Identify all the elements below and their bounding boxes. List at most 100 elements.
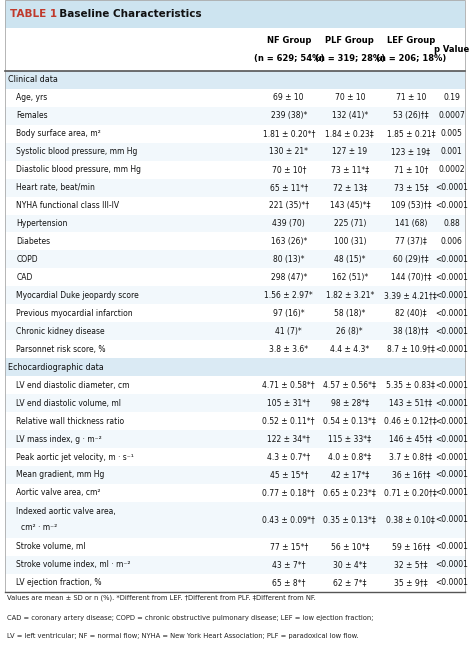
Text: 146 ± 45†‡: 146 ± 45†‡ [389,434,432,443]
Text: Hypertension: Hypertension [17,219,68,228]
Text: 5.35 ± 0.83‡: 5.35 ± 0.83‡ [386,380,435,390]
FancyBboxPatch shape [5,161,465,178]
Text: 298 (47)*: 298 (47)* [271,273,307,282]
FancyBboxPatch shape [5,125,465,143]
Text: NYHA functional class III-IV: NYHA functional class III-IV [17,201,119,210]
Text: 0.65 ± 0.23*‡: 0.65 ± 0.23*‡ [323,489,376,497]
FancyBboxPatch shape [5,0,465,28]
Text: 143 (45)*‡: 143 (45)*‡ [329,201,370,210]
Text: <0.0001: <0.0001 [435,543,468,551]
Text: 36 ± 16†‡: 36 ± 16†‡ [392,470,430,480]
Text: <0.0001: <0.0001 [435,309,468,318]
Text: 0.54 ± 0.13*‡: 0.54 ± 0.13*‡ [323,417,376,426]
Text: 26 (8)*: 26 (8)* [337,327,363,336]
Text: 97 (16)*: 97 (16)* [273,309,304,318]
Text: <0.0001: <0.0001 [435,399,468,407]
Text: 1.84 ± 0.23‡: 1.84 ± 0.23‡ [326,129,374,138]
Text: Heart rate, beat/min: Heart rate, beat/min [17,183,95,192]
Text: <0.0001: <0.0001 [435,183,468,192]
Text: 71 ± 10: 71 ± 10 [396,93,426,102]
Text: <0.0001: <0.0001 [435,470,468,480]
Text: 0.38 ± 0.10‡: 0.38 ± 0.10‡ [386,516,435,524]
Text: Diabetes: Diabetes [17,237,51,246]
Text: 123 ± 19‡: 123 ± 19‡ [391,147,430,156]
Text: 4.0 ± 0.8*‡: 4.0 ± 0.8*‡ [328,453,371,462]
Text: 0.52 ± 0.11*†: 0.52 ± 0.11*† [263,417,315,426]
Text: 48 (15)*: 48 (15)* [334,255,365,264]
Text: Peak aortic jet velocity, m · s⁻¹: Peak aortic jet velocity, m · s⁻¹ [17,453,134,462]
Text: 77 ± 15*†: 77 ± 15*† [270,543,308,551]
Text: 225 (71): 225 (71) [334,219,366,228]
Text: Diastolic blood pressure, mm Hg: Diastolic blood pressure, mm Hg [17,165,141,174]
Text: 0.0002: 0.0002 [438,165,465,174]
Text: 3.39 ± 4.21†‡: 3.39 ± 4.21†‡ [384,291,437,300]
Text: 70 ± 10: 70 ± 10 [335,93,365,102]
Text: 162 (51)*: 162 (51)* [332,273,368,282]
Text: <0.0001: <0.0001 [435,255,468,264]
Text: 98 ± 28*‡: 98 ± 28*‡ [331,399,369,407]
FancyBboxPatch shape [5,232,465,251]
FancyBboxPatch shape [5,215,465,232]
Text: 35 ± 9†‡: 35 ± 9†‡ [394,578,428,587]
Text: COPD: COPD [17,255,38,264]
Text: 59 ± 16†‡: 59 ± 16†‡ [392,543,430,551]
Text: 41 (7)*: 41 (7)* [275,327,302,336]
Text: 0.0007: 0.0007 [438,112,465,120]
Text: <0.0001: <0.0001 [435,380,468,390]
Text: Body surface area, m²: Body surface area, m² [17,129,101,138]
Text: <0.0001: <0.0001 [435,291,468,300]
Text: LV end diastolic diameter, cm: LV end diastolic diameter, cm [17,380,130,390]
FancyBboxPatch shape [5,197,465,215]
FancyBboxPatch shape [5,556,465,574]
Text: 0.46 ± 0.12†‡: 0.46 ± 0.12†‡ [384,417,437,426]
Text: 62 ± 7*‡: 62 ± 7*‡ [333,578,366,587]
Text: <0.0001: <0.0001 [435,453,468,462]
Text: Mean gradient, mm Hg: Mean gradient, mm Hg [17,470,105,480]
Text: 163 (26)*: 163 (26)* [271,237,307,246]
Text: 8.7 ± 10.9†‡: 8.7 ± 10.9†‡ [387,345,435,354]
Text: Previous myocardial infarction: Previous myocardial infarction [17,309,133,318]
Text: (n = 629; 54%): (n = 629; 54%) [254,54,324,64]
Text: 0.005: 0.005 [441,129,463,138]
Text: 77 (37)‡: 77 (37)‡ [395,237,427,246]
Text: <0.0001: <0.0001 [435,516,468,524]
FancyBboxPatch shape [5,340,465,358]
FancyBboxPatch shape [5,287,465,304]
Text: 1.81 ± 0.20*†: 1.81 ± 0.20*† [263,129,315,138]
Text: <0.0001: <0.0001 [435,327,468,336]
Text: CAD = coronary artery disease; COPD = chronic obstructive pulmonary disease; LEF: CAD = coronary artery disease; COPD = ch… [7,615,374,621]
Text: 239 (38)*: 239 (38)* [271,112,307,120]
FancyBboxPatch shape [5,71,465,89]
Text: 45 ± 15*†: 45 ± 15*† [270,470,308,480]
FancyBboxPatch shape [5,376,465,394]
Text: 4.3 ± 0.7*†: 4.3 ± 0.7*† [267,453,310,462]
Text: LV end diastolic volume, ml: LV end diastolic volume, ml [17,399,121,407]
Text: 82 (40)‡: 82 (40)‡ [395,309,427,318]
Text: <0.0001: <0.0001 [435,489,468,497]
FancyBboxPatch shape [5,448,465,466]
Text: Clinical data: Clinical data [9,75,58,85]
Text: PLF Group: PLF Group [325,35,374,45]
Text: 141 (68): 141 (68) [394,219,427,228]
FancyBboxPatch shape [5,251,465,268]
Text: Aortic valve area, cm²: Aortic valve area, cm² [17,489,101,497]
Text: 0.88: 0.88 [443,219,460,228]
FancyBboxPatch shape [5,268,465,287]
Text: Parsonnet risk score, %: Parsonnet risk score, % [17,345,106,354]
Text: 100 (31): 100 (31) [334,237,366,246]
Text: 221 (35)*†: 221 (35)*† [269,201,309,210]
Text: 0.006: 0.006 [441,237,463,246]
Text: LV = left ventricular; NF = normal flow; NYHA = New York Heart Association; PLF : LV = left ventricular; NF = normal flow;… [7,633,359,639]
Text: 73 ± 15‡: 73 ± 15‡ [393,183,428,192]
Text: Values are mean ± SD or n (%). *Different from LEF. †Different from PLF. ‡Differ: Values are mean ± SD or n (%). *Differen… [7,595,316,602]
Text: 69 ± 10: 69 ± 10 [273,93,304,102]
Text: 0.77 ± 0.18*†: 0.77 ± 0.18*† [263,489,315,497]
FancyBboxPatch shape [5,358,465,376]
FancyBboxPatch shape [5,484,465,502]
Text: 30 ± 4*‡: 30 ± 4*‡ [333,560,366,569]
Text: 109 (53)†‡: 109 (53)†‡ [391,201,431,210]
Text: p Value: p Value [434,45,469,54]
FancyBboxPatch shape [5,143,465,161]
Text: 60 (29)†‡: 60 (29)†‡ [393,255,428,264]
FancyBboxPatch shape [5,178,465,197]
